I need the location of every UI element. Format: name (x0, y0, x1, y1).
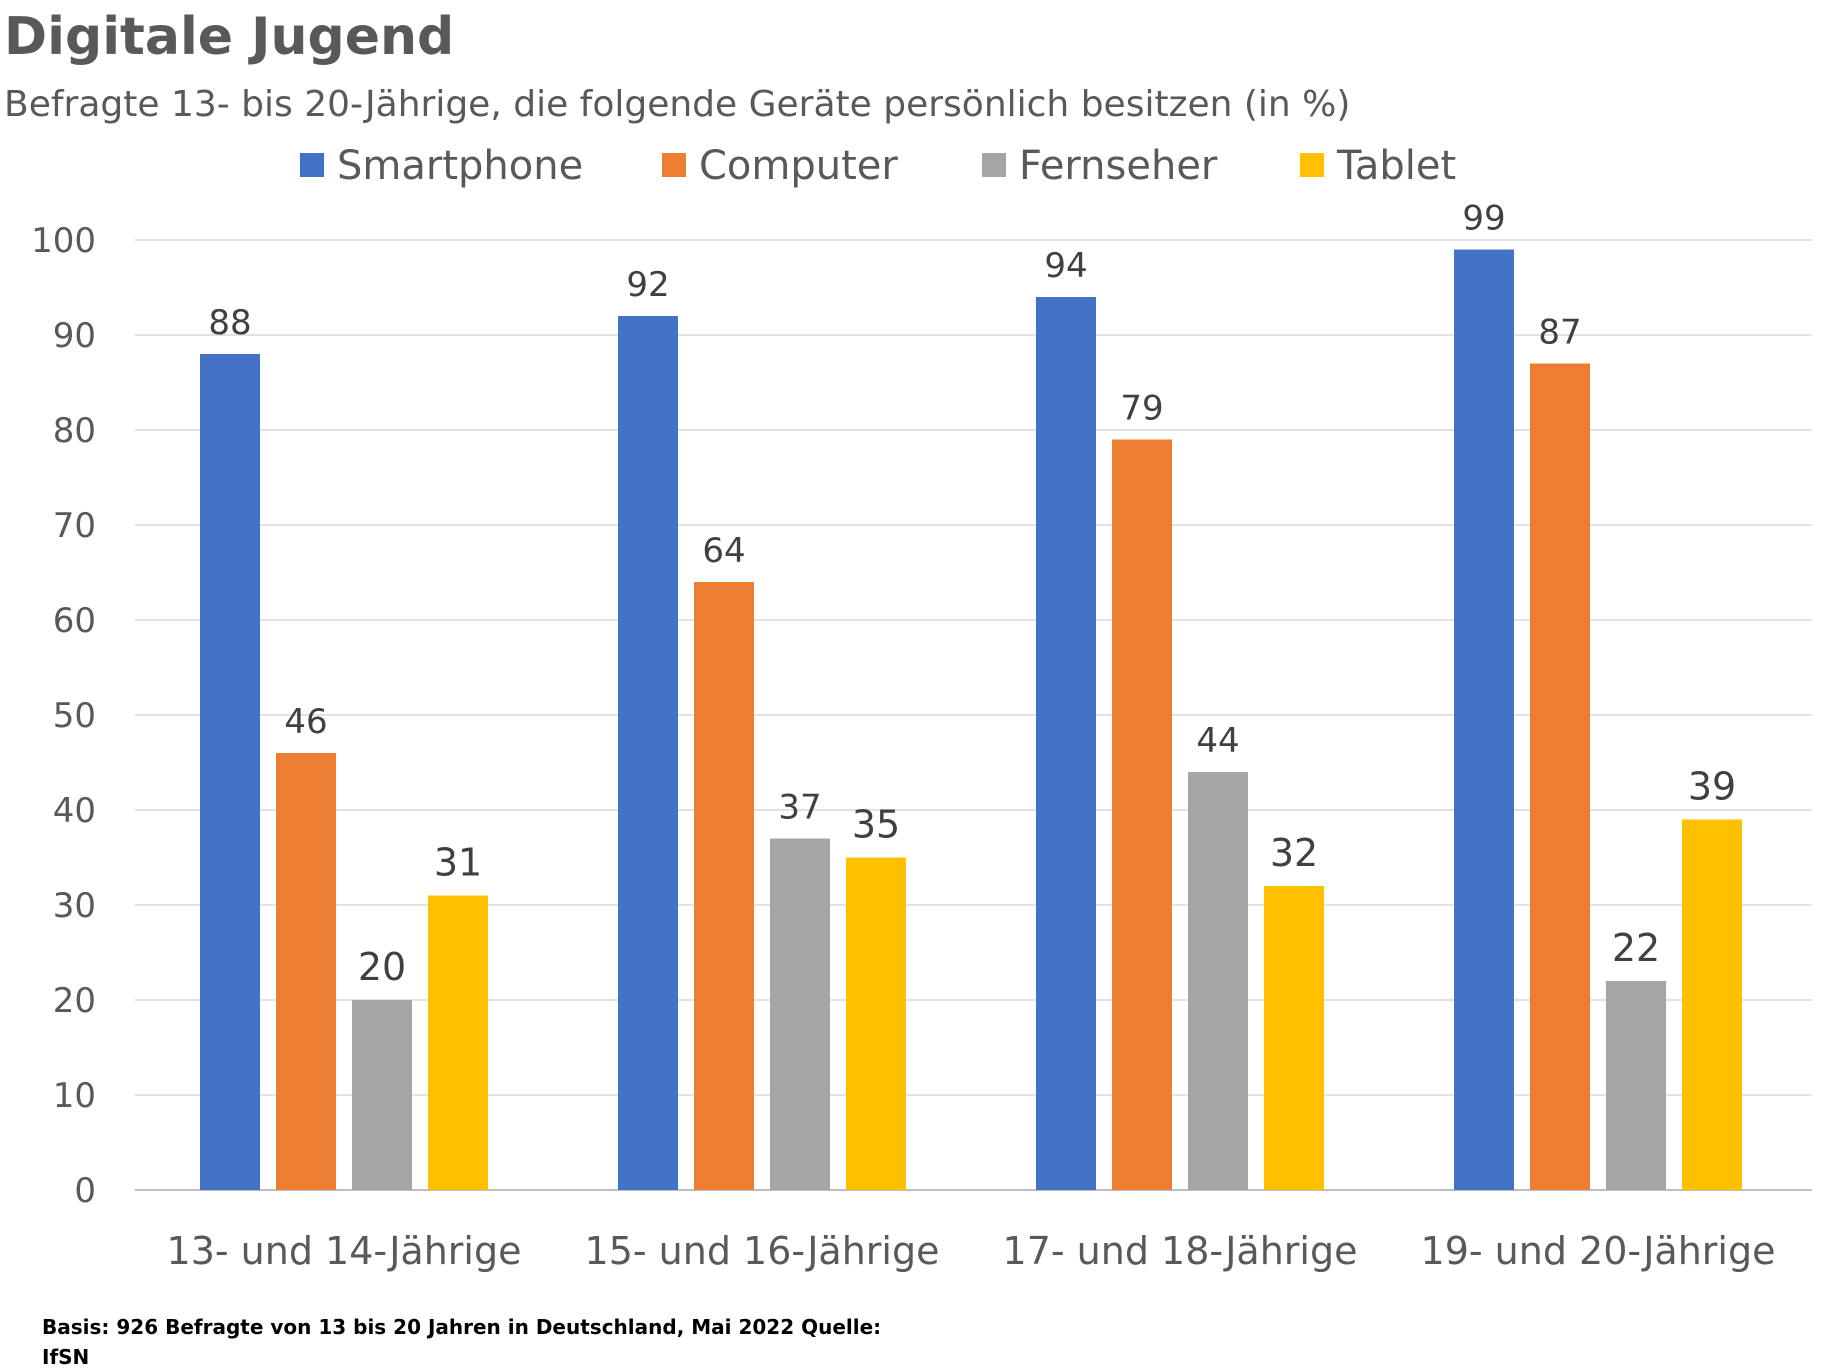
y-tick-label: 0 (74, 1171, 96, 1211)
bar-fernseher (1188, 772, 1248, 1190)
legend-label-smartphone: Smartphone (337, 143, 583, 189)
chart-subtitle: Befragte 13- bis 20-Jährige, die folgend… (4, 84, 1350, 125)
bar-computer (694, 582, 754, 1190)
data-label: 20 (358, 945, 406, 989)
y-tick-label: 60 (53, 601, 96, 641)
y-tick-label: 90 (53, 316, 96, 356)
y-tick-label: 20 (53, 981, 96, 1021)
data-labels: 88 46 20 31 92 64 37 35 94 79 44 32 99 87 22 39 (208, 199, 1736, 990)
y-tick-label: 30 (53, 886, 96, 926)
data-label: 22 (1612, 926, 1660, 970)
gridlines (135, 239, 1812, 1191)
category-label: 15- und 16-Jährige (585, 1229, 940, 1273)
bar-tablet (428, 895, 488, 1190)
bar-series (200, 249, 1742, 1190)
y-tick-label: 80 (53, 411, 96, 451)
legend-swatch-fernseher (982, 153, 1006, 177)
x-axis-category-labels: 13- und 14-Jährige 15- und 16-Jährige 17- … (167, 1229, 1776, 1273)
data-label: 88 (208, 303, 251, 343)
bar-tablet (1682, 819, 1742, 1190)
bar-tablet (846, 857, 906, 1190)
chart-legend: Smartphone Computer Fernseher Tablet (300, 143, 1456, 189)
category-label: 17- und 18-Jährige (1003, 1229, 1358, 1273)
y-tick-label: 10 (53, 1076, 96, 1116)
data-label: 31 (434, 841, 482, 885)
chart-title: Digitale Jugend (4, 7, 454, 67)
bar-computer (1530, 363, 1590, 1190)
bar-fernseher (1606, 981, 1666, 1190)
data-label: 92 (626, 265, 669, 305)
data-label: 46 (284, 702, 327, 742)
bar-smartphone (1454, 249, 1514, 1190)
data-label: 39 (1688, 765, 1736, 809)
footnote-line-1: Basis: 926 Befragte von 13 bis 20 Jahren… (42, 1315, 881, 1339)
data-label: 37 (778, 788, 821, 828)
data-label: 44 (1196, 721, 1239, 761)
category-label: 13- und 14-Jährige (167, 1229, 522, 1273)
data-label: 35 (852, 803, 900, 847)
bar-smartphone (1036, 297, 1096, 1190)
bar-tablet (1264, 886, 1324, 1190)
data-label: 87 (1538, 313, 1581, 353)
category-label: 19- und 20-Jährige (1421, 1229, 1776, 1273)
footnote-line-2: IfSN (42, 1345, 89, 1369)
y-tick-label: 40 (53, 791, 96, 831)
legend-swatch-tablet (1300, 153, 1324, 177)
bar-computer (276, 753, 336, 1190)
legend-label-tablet: Tablet (1336, 143, 1456, 189)
bar-computer (1112, 439, 1172, 1190)
bar-smartphone (200, 354, 260, 1190)
y-tick-label: 70 (53, 506, 96, 546)
data-label: 79 (1120, 389, 1163, 429)
legend-label-computer: Computer (699, 143, 898, 189)
y-tick-label: 50 (53, 696, 96, 736)
data-label: 32 (1270, 831, 1318, 875)
bar-fernseher (770, 838, 830, 1190)
data-label: 94 (1044, 246, 1087, 286)
data-label: 64 (702, 531, 745, 571)
legend-label-fernseher: Fernseher (1019, 143, 1218, 189)
legend-swatch-computer (662, 153, 686, 177)
bar-fernseher (352, 1000, 412, 1190)
bar-smartphone (618, 316, 678, 1190)
data-label: 99 (1462, 199, 1505, 239)
y-tick-label: 100 (31, 221, 96, 261)
y-axis-tick-labels: 0 10 20 30 40 50 60 70 80 90 100 (31, 221, 96, 1211)
legend-swatch-smartphone (300, 153, 324, 177)
